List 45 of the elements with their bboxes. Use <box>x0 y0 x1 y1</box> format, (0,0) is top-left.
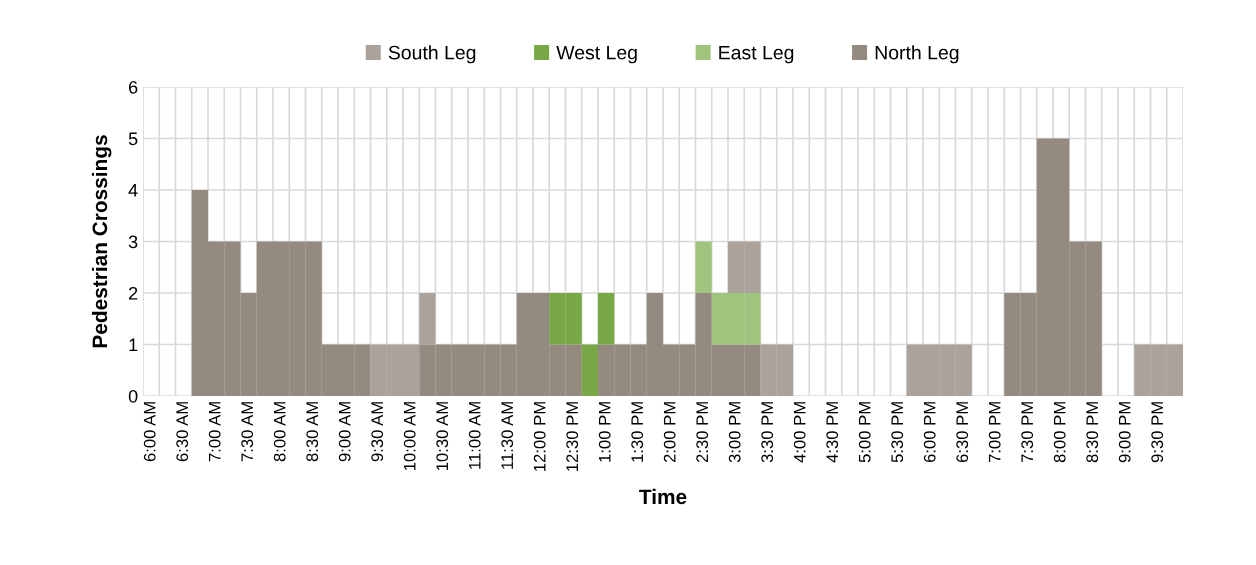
x-tick-label: 1:30 PM <box>631 402 644 462</box>
x-tick-label: 8:30 PM <box>1086 402 1099 463</box>
x-tick-label: 7:00 PM <box>988 402 1001 463</box>
x-tick-label: 9:00 PM <box>1118 402 1131 463</box>
y-tick-label: 3 <box>128 235 138 249</box>
x-tick-label: 1:00 PM <box>598 402 611 462</box>
y-tick-label: 6 <box>129 80 138 94</box>
legend-label: North Leg <box>875 45 959 64</box>
x-tick-label: 11:00 AM <box>468 402 481 469</box>
x-axis-title: Time <box>639 488 687 505</box>
x-tick-label: 8:30 AM <box>306 402 319 462</box>
x-tick-label: 9:00 AM <box>338 402 351 462</box>
x-tick-label: 7:00 AM <box>208 402 221 462</box>
x-tick-label: 3:30 PM <box>761 402 774 463</box>
y-tick-label: 4 <box>128 184 138 197</box>
x-tick-label: 2:00 PM <box>663 402 676 463</box>
y-tick-label: 1 <box>129 338 138 352</box>
legend-label: West Leg <box>556 45 637 64</box>
x-tick-label: 7:30 AM <box>241 402 254 462</box>
x-tick-label: 9:30 AM <box>371 402 384 462</box>
x-tick-label: 6:30 PM <box>956 402 969 463</box>
x-tick-label: 8:00 PM <box>1053 402 1066 463</box>
x-tick-label: 3:00 PM <box>728 402 741 463</box>
y-tick-label: 0 <box>128 389 138 403</box>
legend-label: East Leg <box>719 45 794 64</box>
x-tick-label: 6:00 PM <box>923 402 936 463</box>
x-tick-label: 6:00 AM <box>143 402 156 462</box>
x-tick-label: 5:30 PM <box>891 402 904 463</box>
y-tick-label: 2 <box>129 286 138 300</box>
x-tick-label: 7:30 PM <box>1021 402 1034 463</box>
y-axis-title: Pedestrian Crossings <box>91 135 112 348</box>
x-tick-label: 6:30 AM <box>176 402 189 462</box>
x-tick-label: 8:00 AM <box>273 402 286 462</box>
x-tick-label: 12:00 PM <box>533 402 546 471</box>
x-tick-label: 4:30 PM <box>826 402 839 463</box>
x-tick-label: 12:30 PM <box>566 402 579 471</box>
x-tick-label: 10:00 AM <box>403 402 416 471</box>
x-tick-label: 4:00 PM <box>793 402 806 463</box>
x-tick-label: 10:30 AM <box>436 402 449 471</box>
x-tick-label: 5:00 PM <box>858 402 871 463</box>
x-tick-label: 2:30 PM <box>696 402 709 463</box>
legend-label: South Leg <box>388 45 476 64</box>
y-tick-label: 5 <box>128 132 138 146</box>
x-tick-label: 11:30 AM <box>501 402 514 469</box>
x-tick-label: 9:30 PM <box>1151 402 1164 463</box>
